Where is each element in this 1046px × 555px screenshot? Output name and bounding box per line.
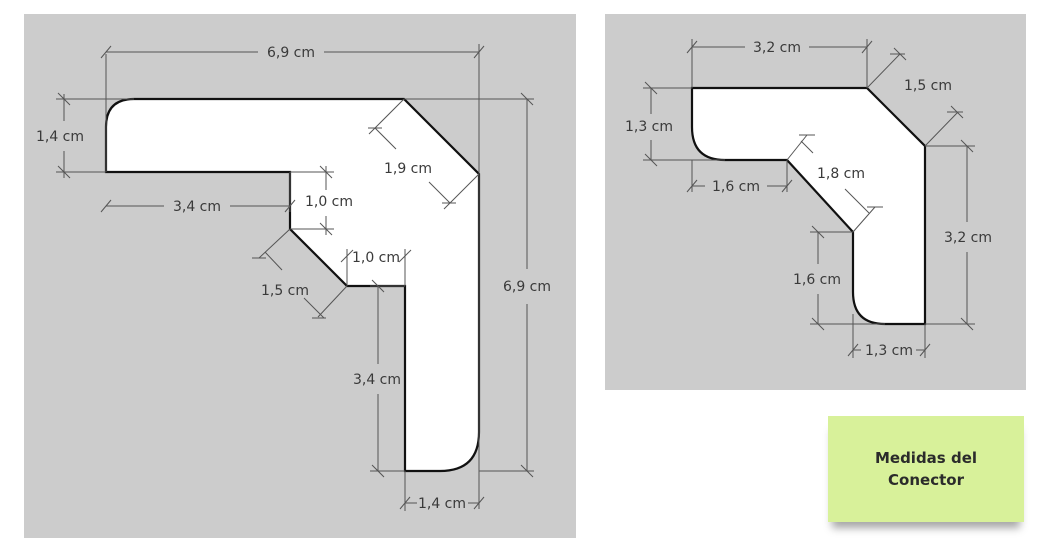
left-panel-background — [24, 14, 576, 538]
left-diag-outer-label: 1,9 cm — [384, 161, 432, 177]
left-diagram-panel: 6,9 cm 1,4 cm 3,4 cm 1,0 cm 1,9 cm 1,0 c… — [24, 14, 576, 538]
left-top-width-label: 6,9 cm — [267, 45, 315, 61]
left-connector-drawing: 6,9 cm 1,4 cm 3,4 cm 1,0 cm 1,9 cm 1,0 c… — [24, 14, 576, 538]
right-bottom-width-label: 1,3 cm — [865, 343, 913, 359]
left-bottom-width-label: 1,4 cm — [418, 496, 466, 512]
right-diag-inner-label: 1,8 cm — [817, 166, 865, 182]
left-inner-width-label: 3,4 cm — [173, 199, 221, 215]
left-diag-inner-label: 1,5 cm — [261, 283, 309, 299]
right-inner-width-label: 1,6 cm — [712, 179, 760, 195]
right-right-height-label: 3,2 cm — [944, 230, 992, 246]
left-step1-label: 1,0 cm — [305, 194, 353, 210]
note-text: Medidas del Conector — [874, 449, 978, 489]
right-dimension-lines — [643, 39, 975, 358]
left-connector-shape — [104, 97, 481, 473]
right-top-width-label: 3,2 cm — [753, 40, 801, 56]
sticky-note: Medidas del Conector — [828, 416, 1024, 522]
right-diagram-panel: 3,2 cm 1,5 cm 1,3 cm 1,6 cm 1,8 cm 3,2 c… — [605, 14, 1026, 390]
left-right-height-label: 6,9 cm — [503, 279, 551, 295]
right-left-height-label: 1,3 cm — [625, 119, 673, 135]
left-dimension-lines — [56, 44, 534, 511]
left-left-height-label: 1,4 cm — [36, 129, 84, 145]
right-panel-background — [605, 14, 1026, 390]
right-connector-drawing: 3,2 cm 1,5 cm 1,3 cm 1,6 cm 1,8 cm 3,2 c… — [605, 14, 1026, 390]
left-inner-height-label: 3,4 cm — [353, 372, 401, 388]
right-diag-outer-label: 1,5 cm — [904, 78, 952, 94]
right-inner-height-label: 1,6 cm — [793, 272, 841, 288]
left-step2-label: 1,0 cm — [352, 250, 400, 266]
